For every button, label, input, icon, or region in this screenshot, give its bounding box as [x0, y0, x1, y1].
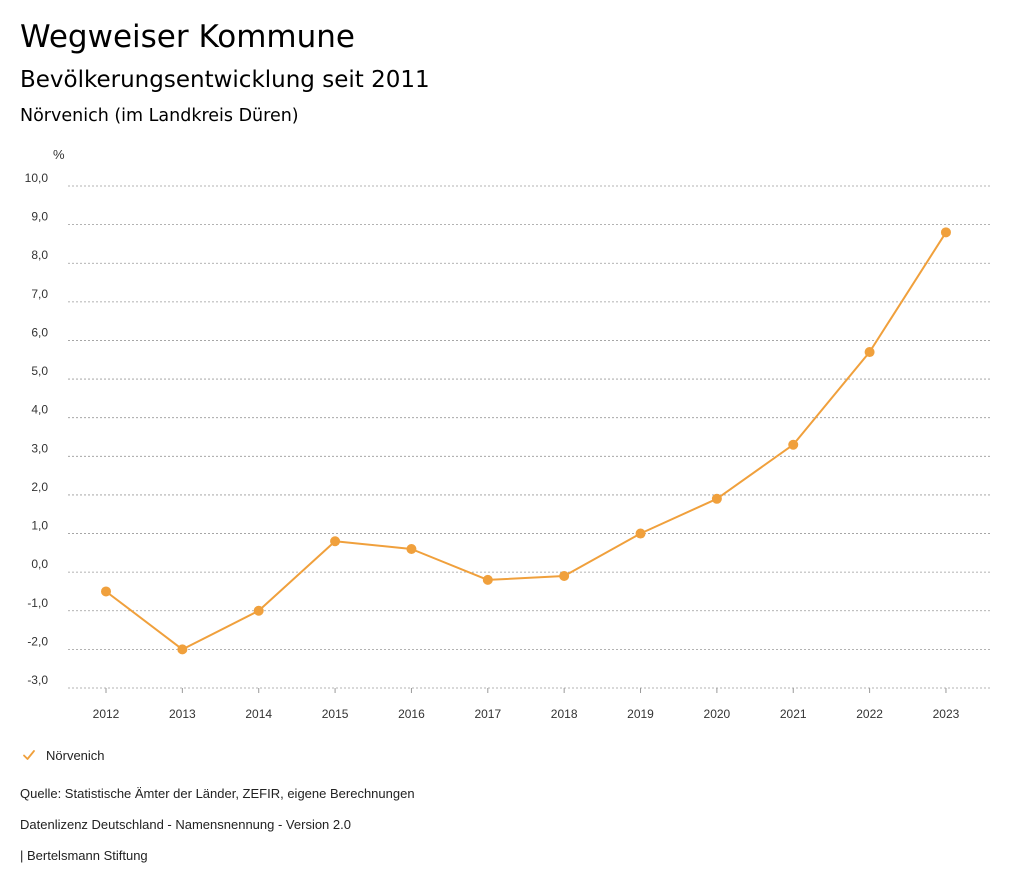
y-tick-label: 5,0: [31, 364, 48, 378]
x-tick-label: 2020: [704, 707, 731, 721]
source-note: Quelle: Statistische Ämter der Länder, Z…: [20, 786, 415, 801]
license-note: Datenlizenz Deutschland - Namensnennung …: [20, 817, 351, 832]
data-point[interactable]: [940, 227, 951, 238]
chart-subtitle: Bevölkerungsentwicklung seit 2011: [20, 67, 430, 93]
x-tick-label: 2012: [93, 707, 120, 721]
data-point[interactable]: [788, 439, 799, 450]
region-label: Nörvenich (im Landkreis Düren): [20, 106, 299, 126]
y-axis-ticks: -3,0 -2,0 -1,0 0,0 1,0 2,0 3,0 4,0 5,0 6,0 7,0 8,0 9…: [25, 171, 49, 687]
x-tick-label: 2023: [933, 707, 960, 721]
y-tick-label: 8,0: [31, 248, 48, 262]
data-point[interactable]: [482, 574, 493, 585]
data-point[interactable]: [177, 644, 188, 655]
x-tick-label: 2013: [169, 707, 196, 721]
legend-label: Nörvenich: [46, 747, 105, 763]
line-chart: % -3,0 -2,0 -1,0 0,0 1,0 2,0 3,0 4,0 5,0 6,0 7,0 8,…: [25, 147, 991, 721]
x-tick-label: 2021: [780, 707, 807, 721]
y-tick-label: 3,0: [31, 441, 48, 455]
y-tick-label: -2,0: [27, 634, 48, 648]
chart-title: Wegweiser Kommune: [20, 19, 355, 55]
grid-lines: [68, 185, 991, 689]
y-axis-unit: %: [53, 147, 65, 162]
data-point[interactable]: [101, 586, 111, 597]
legend[interactable]: Nörvenich: [22, 745, 105, 765]
y-tick-label: 7,0: [31, 287, 48, 301]
x-tick-label: 2016: [398, 707, 425, 721]
data-point[interactable]: [864, 347, 875, 358]
data-point[interactable]: [635, 528, 646, 539]
y-tick-label: 1,0: [31, 519, 48, 533]
x-tick-label: 2014: [245, 707, 272, 721]
x-tick-label: 2017: [474, 707, 501, 721]
y-tick-label: 0,0: [31, 557, 48, 571]
publisher-note: | Bertelsmann Stiftung: [20, 848, 148, 863]
y-tick-label: 9,0: [31, 210, 48, 224]
x-tick-label: 2019: [627, 707, 654, 721]
y-tick-label: 2,0: [31, 480, 48, 494]
y-tick-label: 6,0: [31, 325, 48, 339]
y-tick-label: 10,0: [25, 171, 49, 185]
x-tick-label: 2022: [856, 707, 883, 721]
x-tick-label: 2015: [322, 707, 349, 721]
data-point[interactable]: [253, 605, 264, 616]
data-point[interactable]: [559, 571, 570, 582]
y-tick-label: 4,0: [31, 403, 48, 417]
check-icon: [23, 750, 35, 760]
series-line: [105, 231, 947, 651]
data-point[interactable]: [711, 493, 722, 504]
x-tick-label: 2018: [551, 707, 578, 721]
x-axis-ticks: 2012 2013 2014 2015 2016 2017 2018 2019 2020 2021…: [93, 688, 960, 721]
y-tick-label: -3,0: [27, 673, 48, 687]
y-tick-label: -1,0: [27, 596, 48, 610]
series-noervenich: [101, 227, 951, 655]
data-point[interactable]: [406, 543, 417, 554]
data-point[interactable]: [330, 536, 341, 547]
